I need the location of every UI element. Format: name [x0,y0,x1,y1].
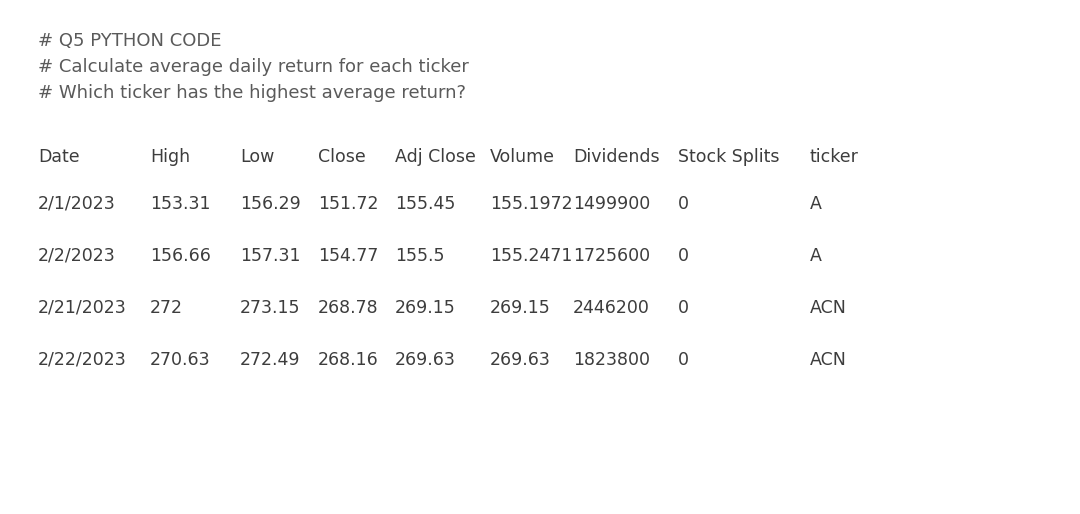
Text: 0: 0 [678,195,689,213]
Text: 2/2/2023: 2/2/2023 [38,247,116,265]
Text: 270.63: 270.63 [150,351,211,369]
Text: 269.15: 269.15 [490,299,551,317]
Text: # Which ticker has the highest average return?: # Which ticker has the highest average r… [38,84,465,102]
Text: 2/1/2023: 2/1/2023 [38,195,116,213]
Text: 269.63: 269.63 [490,351,551,369]
Text: Stock Splits: Stock Splits [678,148,780,166]
Text: 155.45: 155.45 [395,195,456,213]
Text: 157.31: 157.31 [240,247,300,265]
Text: 156.29: 156.29 [240,195,300,213]
Text: ACN: ACN [810,351,847,369]
Text: 1499900: 1499900 [573,195,650,213]
Text: Volume: Volume [490,148,555,166]
Text: A: A [810,247,822,265]
Text: 269.63: 269.63 [395,351,456,369]
Text: 153.31: 153.31 [150,195,211,213]
Text: ticker: ticker [810,148,859,166]
Text: # Calculate average daily return for each ticker: # Calculate average daily return for eac… [38,58,469,76]
Text: 0: 0 [678,247,689,265]
Text: 0: 0 [678,299,689,317]
Text: A: A [810,195,822,213]
Text: 268.78: 268.78 [318,299,379,317]
Text: 0: 0 [678,351,689,369]
Text: Low: Low [240,148,274,166]
Text: 268.16: 268.16 [318,351,379,369]
Text: 2446200: 2446200 [573,299,650,317]
Text: 2/22/2023: 2/22/2023 [38,351,126,369]
Text: 151.72: 151.72 [318,195,378,213]
Text: 156.66: 156.66 [150,247,211,265]
Text: High: High [150,148,190,166]
Text: Close: Close [318,148,366,166]
Text: Date: Date [38,148,80,166]
Text: Adj Close: Adj Close [395,148,476,166]
Text: 273.15: 273.15 [240,299,300,317]
Text: 1823800: 1823800 [573,351,650,369]
Text: 272.49: 272.49 [240,351,300,369]
Text: ACN: ACN [810,299,847,317]
Text: 269.15: 269.15 [395,299,456,317]
Text: 1725600: 1725600 [573,247,650,265]
Text: 272: 272 [150,299,183,317]
Text: Dividends: Dividends [573,148,660,166]
Text: 155.2471: 155.2471 [490,247,572,265]
Text: 154.77: 154.77 [318,247,378,265]
Text: 2/21/2023: 2/21/2023 [38,299,126,317]
Text: 155.1972: 155.1972 [490,195,572,213]
Text: # Q5 PYTHON CODE: # Q5 PYTHON CODE [38,32,221,50]
Text: 155.5: 155.5 [395,247,445,265]
